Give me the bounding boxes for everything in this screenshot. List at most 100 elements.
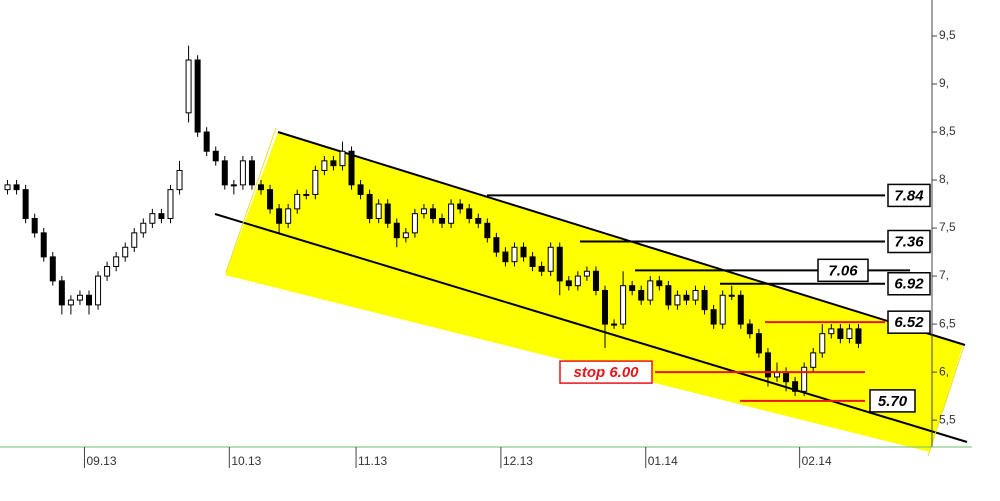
candle-body — [393, 222, 400, 239]
y-tick-label: 9,5 — [939, 28, 956, 42]
channel-bottom-line — [214, 213, 968, 443]
candle-body — [203, 131, 210, 152]
candle-body — [647, 280, 654, 301]
candle-body — [620, 285, 627, 325]
y-tick-label: 7,5 — [939, 220, 956, 234]
candle-body — [448, 203, 455, 224]
candle-body — [321, 160, 328, 171]
candle-body — [366, 193, 373, 219]
y-tick-label: 5,5 — [939, 412, 956, 426]
candle-body — [267, 189, 274, 210]
channel-right-edge — [927, 345, 965, 457]
candle-body — [303, 193, 310, 196]
candle-body — [792, 381, 799, 392]
candle-body — [167, 189, 174, 219]
candle-body — [547, 246, 554, 272]
candle-body — [819, 333, 826, 354]
candle-body — [122, 246, 129, 258]
candle-body — [502, 251, 509, 263]
level-label-box — [887, 229, 931, 254]
candle-body — [339, 150, 346, 167]
candle-body — [828, 328, 835, 335]
level-label: 6.92 — [894, 276, 924, 293]
candle-body — [674, 294, 681, 306]
candle-body — [40, 232, 47, 258]
candle-body — [411, 213, 418, 234]
y-tick-label: 8,5 — [939, 124, 956, 138]
candle-body — [312, 169, 319, 195]
level-label-box — [869, 389, 916, 413]
candle-body — [538, 265, 545, 272]
x-tick-label: 10.13 — [231, 454, 261, 468]
x-tick-label: 01.14 — [648, 454, 678, 468]
candle-body — [475, 217, 482, 224]
candle-body — [728, 294, 735, 297]
candle-body — [221, 160, 228, 186]
candle-body — [230, 184, 237, 187]
candle-body — [258, 184, 264, 191]
level-label: 6.52 — [894, 314, 924, 331]
candle-body — [529, 256, 536, 267]
candle-body — [846, 328, 853, 339]
y-tick-label: 6, — [939, 364, 949, 378]
candle-body — [783, 371, 790, 383]
candle-body — [375, 203, 382, 219]
candle-body — [76, 294, 83, 301]
level-label: 7.06 — [828, 262, 858, 279]
x-tick-label: 02.14 — [802, 454, 832, 468]
candle-body — [583, 270, 590, 277]
level-label: 5.70 — [878, 393, 908, 410]
candle-body — [556, 246, 563, 282]
candle-body — [176, 169, 183, 191]
candle-body — [113, 256, 120, 267]
candle-body — [158, 213, 165, 219]
candle-body — [755, 333, 762, 354]
candle-body — [466, 208, 473, 219]
candle-body — [484, 222, 491, 239]
x-tick-label: 11.13 — [358, 454, 387, 468]
candle-body — [149, 213, 156, 224]
candle-body — [402, 232, 409, 239]
candle-body — [574, 275, 581, 287]
channel-left-edge — [225, 127, 277, 273]
candle-body — [348, 150, 355, 186]
y-tick-label: 6,5 — [939, 316, 956, 330]
level-label-box — [887, 183, 931, 208]
candle-body — [683, 294, 690, 301]
y-tick-label: 9, — [939, 76, 949, 90]
candle-body — [511, 246, 518, 263]
candle-body — [384, 203, 391, 224]
candle-body — [602, 289, 608, 325]
level-label: stop 6.00 — [573, 364, 639, 381]
y-tick-label: 7, — [939, 268, 949, 282]
candle-body — [212, 150, 219, 162]
candle-body — [665, 285, 672, 306]
level-label-box — [887, 310, 931, 334]
candle-body — [565, 280, 572, 287]
candle-body — [131, 232, 138, 248]
level-label-box — [559, 360, 653, 384]
level-label: 7.84 — [894, 187, 924, 204]
candle-body — [58, 280, 65, 306]
candle-body — [493, 237, 500, 253]
channel-top-line — [277, 131, 966, 346]
candle-body — [656, 280, 663, 287]
candle-body — [764, 352, 771, 378]
candle-body — [801, 366, 808, 392]
candle-body — [86, 294, 92, 306]
candle-body — [810, 352, 817, 368]
candle-body — [67, 299, 74, 306]
candle-body — [330, 160, 337, 167]
level-label: 7.36 — [894, 233, 924, 250]
candle-body — [357, 184, 364, 195]
candle-body — [248, 160, 255, 186]
x-tick-label: 12.13 — [503, 454, 533, 468]
candle-body — [276, 208, 283, 224]
candle-body — [4, 184, 11, 191]
candle-body — [837, 328, 844, 339]
candle-body — [701, 289, 708, 311]
candle-body — [611, 323, 618, 326]
candle-body — [638, 289, 645, 301]
candle-body — [710, 309, 717, 325]
